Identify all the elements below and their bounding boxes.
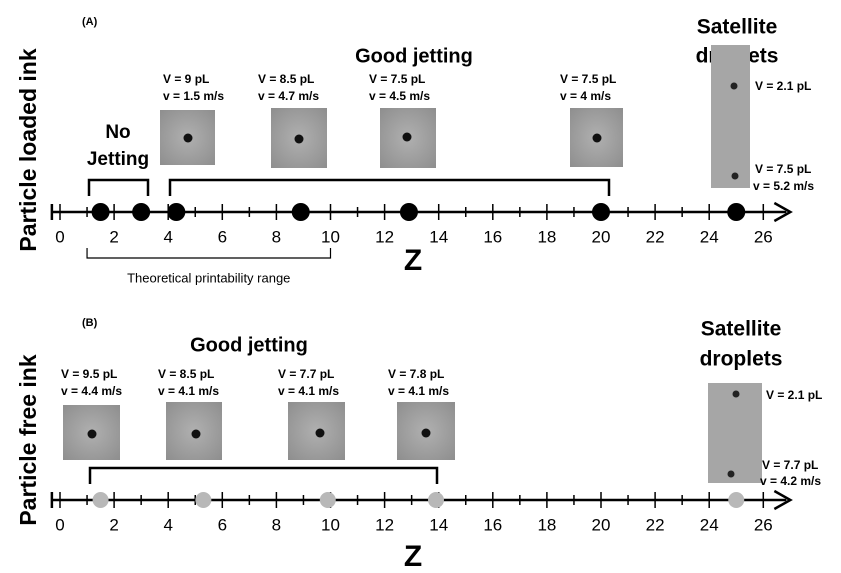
x-tick-label: 4 [163, 515, 172, 534]
x-tick-label: 18 [537, 515, 556, 534]
x-tick-label: 20 [592, 227, 611, 246]
data-point [592, 203, 610, 221]
droplet [732, 390, 740, 398]
droplet [191, 429, 201, 439]
x-tick-label: 16 [483, 515, 502, 534]
side-label: Particle free ink [15, 354, 41, 526]
bracket [168, 178, 611, 196]
volume-label: V = 7.5 pL [560, 72, 616, 86]
x-tick-label: 12 [375, 515, 394, 534]
axis-arrow [773, 489, 793, 511]
volume-label: V = 7.8 pL [388, 367, 444, 381]
group-label: Jetting [87, 149, 149, 170]
data-point [728, 492, 745, 508]
data-point [167, 203, 186, 221]
bracket [88, 466, 439, 484]
data-point [319, 492, 336, 508]
satellite-image [711, 45, 750, 188]
x-tick-label: 2 [109, 227, 118, 246]
axis-label: Z [404, 244, 422, 277]
x-tick-label: 0 [55, 227, 64, 246]
volume-label: V = 8.5 pL [158, 367, 214, 381]
x-tick-label: 24 [700, 227, 719, 246]
droplet [592, 133, 602, 143]
x-tick-label: 14 [429, 515, 448, 534]
data-point [132, 203, 151, 221]
data-point [427, 492, 444, 508]
satellite-title: Satellite [697, 16, 778, 39]
satellite-top-label: V = 2.1 pL [755, 79, 811, 93]
velocity-label: v = 4.1 m/s [388, 384, 449, 398]
data-point [727, 203, 746, 221]
panel: Particle loaded ink(A)0 2 4 6 8 10 12 14 16 18 20 2… [15, 16, 814, 286]
velocity-label: v = 4.4 m/s [61, 384, 122, 398]
volume-label: V = 8.5 pL [258, 72, 314, 86]
x-tick-label: 2 [109, 515, 118, 534]
x-tick-label: 14 [429, 227, 448, 246]
range-bracket [86, 248, 332, 259]
velocity-label: v = 4.5 m/s [369, 89, 430, 103]
satellite-image [708, 383, 762, 483]
droplet [315, 428, 325, 438]
droplet [402, 132, 412, 142]
velocity-label: v = 4.1 m/s [158, 384, 219, 398]
satellite-bottom-label: V = 7.5 pL [755, 162, 811, 176]
panel-label: (B) [82, 317, 98, 329]
data-point [399, 203, 418, 221]
satellite-bottom-label: V = 7.7 pL [762, 458, 818, 472]
x-tick-label: 10 [321, 515, 340, 534]
satellite-title: droplets [700, 348, 783, 371]
x-tick-label: 0 [55, 515, 64, 534]
group-label: No [105, 122, 130, 143]
panel: Particle free ink(B)0 2 4 6 8 10 12 14 16 18 20 22 2… [15, 317, 822, 573]
data-point [195, 492, 212, 508]
group-label: Good jetting [190, 334, 308, 356]
axis-label: Z [404, 540, 422, 573]
x-tick-label: 26 [754, 515, 773, 534]
data-point [92, 492, 109, 508]
x-tick-label: 20 [592, 515, 611, 534]
velocity-label: v = 4.1 m/s [278, 384, 339, 398]
x-tick-label: 18 [537, 227, 556, 246]
range-label: Theoretical printability range [127, 270, 290, 285]
x-tick-label: 24 [700, 515, 719, 534]
x-tick-label: 10 [321, 227, 340, 246]
x-tick-label: 4 [163, 227, 172, 246]
bracket [87, 178, 150, 196]
droplet [730, 82, 738, 90]
data-point [291, 203, 310, 221]
x-tick-label: 22 [646, 227, 665, 246]
volume-label: V = 9 pL [163, 72, 209, 86]
volume-label: V = 7.7 pL [278, 367, 334, 381]
x-tick-label: 16 [483, 227, 502, 246]
droplet [727, 470, 735, 478]
droplet [183, 133, 193, 143]
group-label: Good jetting [355, 45, 473, 67]
side-label: Particle loaded ink [15, 48, 41, 251]
x-tick-label: 8 [272, 515, 281, 534]
droplet [731, 172, 739, 180]
data-point [91, 203, 110, 221]
axis-arrow [773, 201, 793, 223]
velocity-label: v = 1.5 m/s [163, 89, 224, 103]
velocity-label: v = 4 m/s [560, 89, 611, 103]
x-tick-label: 12 [375, 227, 394, 246]
satellite-bottom-label: v = 5.2 m/s [753, 179, 814, 193]
panel-label: (A) [82, 16, 98, 28]
satellite-bottom-label: v = 4.2 m/s [760, 474, 821, 488]
satellite-top-label: V = 2.1 pL [766, 388, 822, 402]
satellite-title: Satellite [701, 318, 782, 341]
droplet [294, 134, 304, 144]
x-tick-label: 6 [218, 515, 227, 534]
x-tick-label: 6 [218, 227, 227, 246]
volume-label: V = 9.5 pL [61, 367, 117, 381]
velocity-label: v = 4.7 m/s [258, 89, 319, 103]
droplet [87, 429, 97, 439]
volume-label: V = 7.5 pL [369, 72, 425, 86]
x-tick-label: 26 [754, 227, 773, 246]
x-tick-label: 22 [646, 515, 665, 534]
x-tick-label: 8 [272, 227, 281, 246]
droplet [421, 428, 431, 438]
